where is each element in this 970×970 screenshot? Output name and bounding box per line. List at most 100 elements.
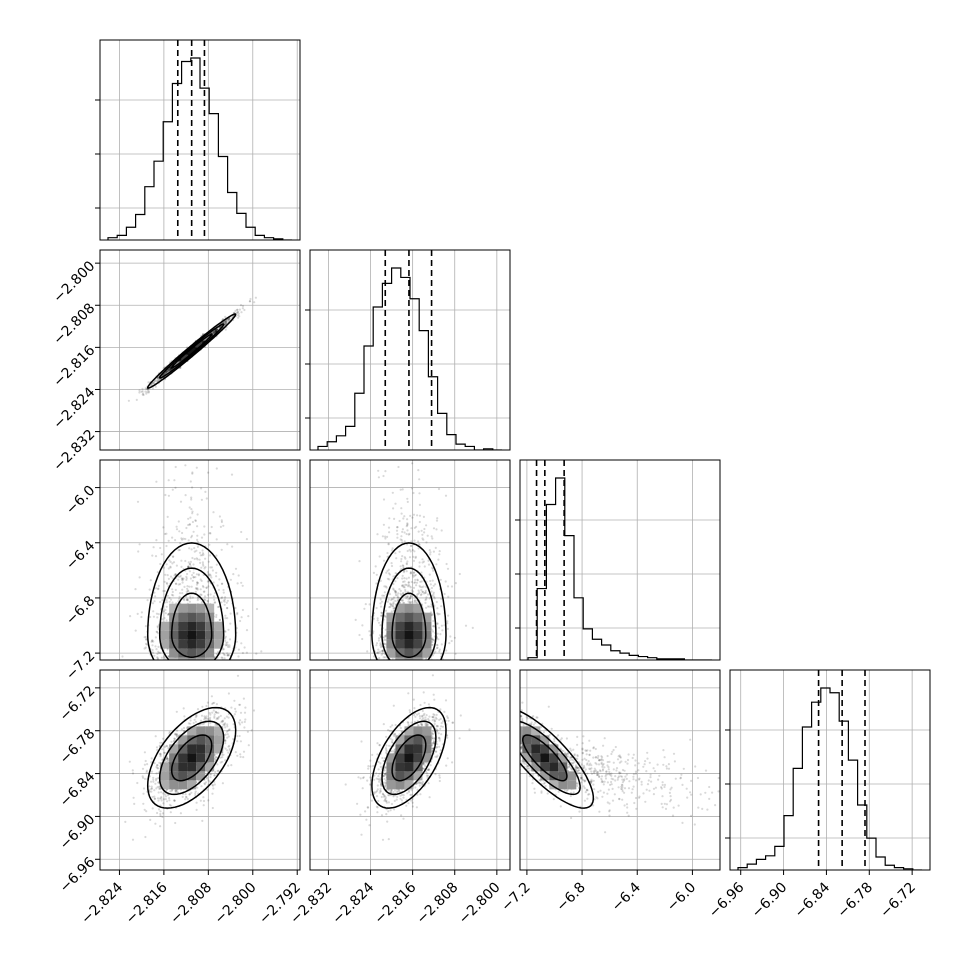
scatter-point <box>208 543 211 546</box>
scatter-point <box>194 590 197 593</box>
scatter-point <box>163 372 166 375</box>
density-cell <box>422 612 432 622</box>
scatter-point <box>153 600 156 603</box>
scatter-point <box>207 663 209 665</box>
scatter-point <box>163 751 166 754</box>
scatter-point <box>394 572 397 575</box>
scatter-point <box>439 578 442 581</box>
scatter-point <box>406 672 408 674</box>
scatter-point <box>432 625 435 628</box>
density-cell <box>178 612 188 622</box>
scatter-point <box>151 639 154 642</box>
scatter-point <box>408 663 410 665</box>
scatter-point <box>203 598 206 601</box>
scatter-point <box>415 602 419 605</box>
scatter-point <box>423 531 426 534</box>
scatter-point <box>142 392 145 395</box>
contour-2 <box>391 592 427 658</box>
scatter-point <box>227 735 230 738</box>
scatter-point <box>150 770 154 773</box>
scatter-point <box>408 597 411 600</box>
scatter-point <box>417 542 420 546</box>
scatter-point <box>218 618 221 622</box>
scatter-point <box>188 600 191 603</box>
scatter-point <box>216 584 219 587</box>
scatter-point <box>440 597 443 601</box>
scatter-point <box>193 672 195 674</box>
scatter-point <box>411 661 413 663</box>
scatter-point <box>410 580 413 584</box>
scatter-point <box>241 608 244 612</box>
scatter-point <box>238 703 242 706</box>
scatter-point <box>238 734 241 738</box>
scatter-point <box>171 562 174 565</box>
scatter-point <box>223 654 226 657</box>
scatter-point <box>210 773 213 776</box>
scatter-point <box>397 701 399 703</box>
scatter-point <box>201 692 203 694</box>
scatter-point <box>396 594 399 597</box>
scatter-point <box>418 406 420 408</box>
scatter-point <box>165 663 167 665</box>
scatter-point <box>419 594 422 597</box>
scatter-point <box>189 665 191 667</box>
scatter-point <box>412 586 416 590</box>
scatter-point <box>432 550 435 553</box>
scatter-point <box>432 638 435 641</box>
scatter-point <box>200 601 203 604</box>
scatter-point <box>168 600 171 603</box>
scatter-point <box>220 601 223 604</box>
scatter-point <box>153 789 156 792</box>
scatter-point <box>146 389 149 392</box>
scatter-point <box>376 651 379 655</box>
scatter-point <box>403 531 406 534</box>
scatter-point <box>132 796 135 799</box>
scatter-point <box>401 574 404 578</box>
scatter-point <box>388 531 391 534</box>
scatter-point <box>175 733 178 736</box>
scatter-point <box>221 753 224 757</box>
scatter-point <box>163 589 166 593</box>
scatter-point <box>245 651 248 654</box>
histogram-step <box>107 57 292 240</box>
scatter-point <box>184 798 187 801</box>
scatter-point <box>193 547 196 550</box>
scatter-point <box>374 565 377 568</box>
scatter-point <box>208 718 212 721</box>
scatter-point <box>411 664 413 666</box>
scatter-point <box>237 655 240 658</box>
scatter-point <box>191 471 194 474</box>
scatter-point <box>407 665 409 667</box>
scatter-point <box>154 555 158 558</box>
scatter-point <box>204 661 206 663</box>
scatter-point <box>437 664 439 666</box>
scatter-point <box>208 662 210 664</box>
scatter-point <box>425 596 428 599</box>
density-cell <box>386 630 396 640</box>
scatter-point <box>191 486 194 489</box>
scatter-point <box>398 673 400 675</box>
scatter-point <box>224 722 227 725</box>
scatter-point <box>214 329 217 332</box>
scatter-point <box>175 582 178 585</box>
scatter-point <box>369 634 372 637</box>
density-cell <box>395 639 405 649</box>
scatter-point <box>399 589 402 593</box>
scatter-point <box>200 593 203 597</box>
scatter-point <box>407 533 410 536</box>
scatter-point <box>417 673 419 675</box>
scatter-point <box>240 581 243 584</box>
scatter-point <box>406 595 409 599</box>
scatter-point <box>205 586 208 589</box>
scatter-point <box>185 598 188 602</box>
scatter-point <box>181 662 183 664</box>
scatter-point <box>215 330 218 333</box>
scatter-point <box>397 596 400 599</box>
scatter-point <box>247 744 250 747</box>
scatter-point <box>385 672 387 674</box>
scatter-point <box>420 661 422 663</box>
scatter-point <box>446 620 449 623</box>
scatter-point <box>144 625 147 628</box>
scatter-point <box>392 507 395 510</box>
scatter-point <box>200 714 204 717</box>
